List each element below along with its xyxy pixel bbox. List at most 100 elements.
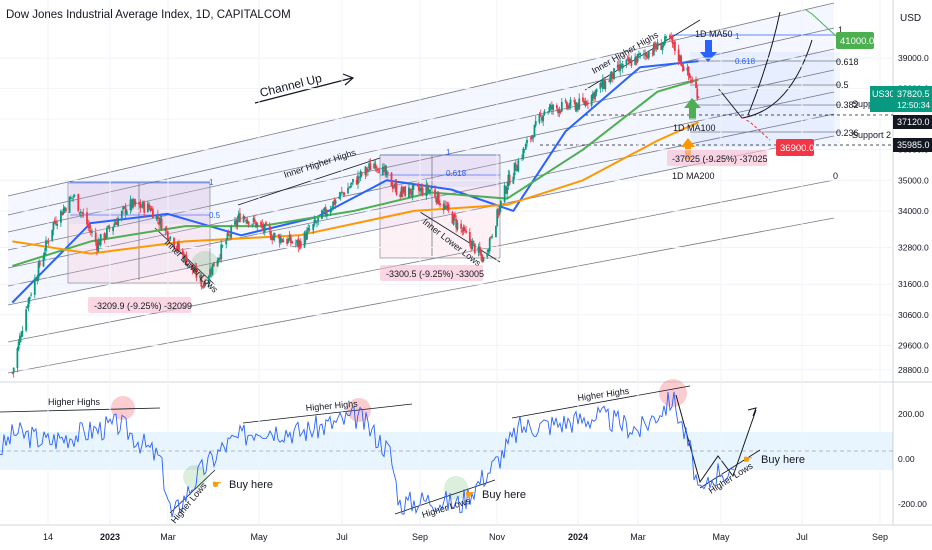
candle-body <box>490 236 492 238</box>
time-tick-label: Jul <box>796 532 808 542</box>
candle-body <box>296 240 298 243</box>
candle-body <box>655 47 658 50</box>
candle-body <box>37 262 40 279</box>
candle-body <box>376 168 379 171</box>
candle-body <box>97 240 100 252</box>
candle-body <box>497 209 500 215</box>
candle-body <box>16 348 19 369</box>
buy-here-icon: ☛ <box>212 479 222 491</box>
candle-body <box>68 197 71 213</box>
candle-body <box>321 210 323 220</box>
buy-here-icon: ☛ <box>743 454 753 466</box>
candle-body <box>508 174 511 185</box>
candle-body <box>339 192 342 196</box>
candle-body <box>330 207 333 211</box>
candle-body <box>79 211 82 213</box>
candle-body <box>195 267 198 278</box>
candle-body <box>52 221 55 231</box>
target-tag-41000 <box>836 32 874 49</box>
candle-body <box>138 201 141 205</box>
candle-body <box>619 64 622 71</box>
candle-body <box>277 235 280 236</box>
candle-body <box>262 226 265 231</box>
candle-body <box>543 111 546 115</box>
candle-body <box>11 372 14 374</box>
ma100-arrowhead <box>684 98 701 108</box>
candle-body <box>124 206 127 215</box>
candle-body <box>365 168 368 173</box>
price-pane <box>0 0 893 382</box>
candle-body <box>547 111 550 113</box>
time-tick-label: Mar <box>630 532 646 542</box>
support-1-price-tag <box>893 115 932 129</box>
candle-body <box>654 42 656 49</box>
candle-body <box>243 216 246 219</box>
candle-body <box>303 232 306 248</box>
ma50-arrowhead <box>700 52 717 62</box>
candle-body <box>603 79 605 89</box>
candle-body <box>652 43 655 56</box>
symbol-tag-label: US30 <box>872 89 895 99</box>
candle-body <box>108 226 111 230</box>
candle-body <box>313 219 316 225</box>
price-tick-label: 28800.0 <box>898 365 929 375</box>
candle-body <box>287 238 290 243</box>
candle-body <box>408 187 410 198</box>
candle-body <box>207 276 210 285</box>
candle-body <box>142 201 144 208</box>
high-highlight-rsi <box>111 396 135 420</box>
inner-higher-highs-line <box>237 157 381 206</box>
candle-body <box>107 225 110 228</box>
candle-body <box>35 279 37 281</box>
candle-body <box>201 286 204 287</box>
candle-body <box>460 223 463 229</box>
candle-body <box>416 184 419 186</box>
measure-label-bg <box>380 265 483 281</box>
candle-body <box>261 223 264 228</box>
candle-body <box>104 236 107 238</box>
candle-body <box>688 74 691 78</box>
candle-body <box>625 59 628 65</box>
candle-body <box>507 174 510 187</box>
candle-body <box>115 221 118 225</box>
ma-line-1d-ma200 <box>12 121 699 255</box>
time-tick-label: Jul <box>336 532 348 542</box>
candle-body <box>89 230 92 233</box>
candle-body <box>410 192 413 195</box>
candle-body <box>185 255 188 266</box>
candle-body <box>481 255 484 263</box>
candle-body <box>36 278 39 282</box>
candle-body <box>82 213 85 215</box>
candle-body <box>174 248 177 250</box>
candle-body <box>260 221 262 225</box>
candle-body <box>298 240 301 246</box>
candle-body <box>644 54 646 56</box>
candle-body <box>77 193 80 212</box>
candle-body <box>176 242 179 248</box>
moving-averages-layer <box>11 60 699 304</box>
candle-body <box>350 182 353 185</box>
candle-body <box>69 197 72 199</box>
candle-body <box>599 82 602 89</box>
candle-body <box>194 267 197 272</box>
candle-body <box>555 105 558 109</box>
candle-body <box>212 262 215 267</box>
candle-body <box>470 240 472 249</box>
candle-body <box>282 240 285 243</box>
candle-body <box>495 225 497 238</box>
time-tick-label: May <box>250 532 268 542</box>
candle-body <box>220 244 223 260</box>
high-highlight-rsi <box>659 379 687 407</box>
candle-body <box>409 188 412 195</box>
candle-body <box>299 241 302 248</box>
candle-body <box>72 196 75 198</box>
candle-body <box>461 230 464 232</box>
candle-body <box>368 163 371 168</box>
candle-body <box>234 221 236 225</box>
candle-body <box>552 104 555 110</box>
candle-body <box>304 233 307 241</box>
projection-path-green <box>805 9 837 37</box>
candle-body <box>626 58 629 60</box>
projection-path <box>717 39 813 119</box>
candle-body <box>456 222 459 230</box>
